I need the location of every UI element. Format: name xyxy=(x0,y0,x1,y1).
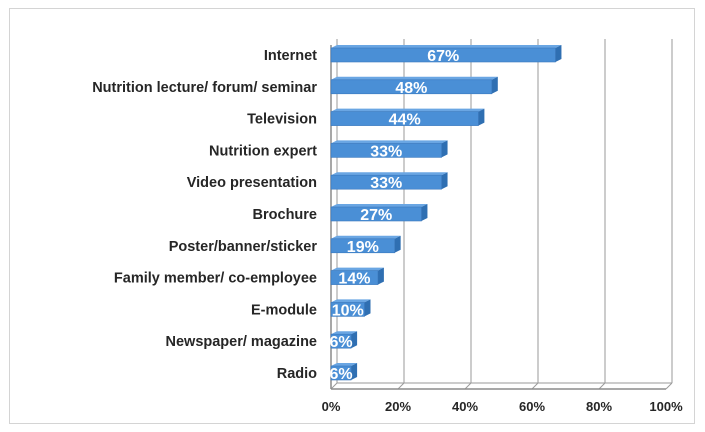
bar xyxy=(330,108,485,126)
bar-top-face xyxy=(331,363,358,366)
x-axis-tick-labels: 0% 20% 40% 60% 80% 100% xyxy=(322,399,683,414)
bar-top-face xyxy=(331,140,448,144)
bar-front-face xyxy=(330,143,442,158)
data-label: 44% xyxy=(389,112,421,129)
bar xyxy=(330,172,448,190)
bar-side-face xyxy=(555,45,562,62)
bar-front-face xyxy=(330,206,422,222)
bar xyxy=(330,76,498,95)
gridline-foot xyxy=(330,382,338,390)
bar-front-face xyxy=(330,238,395,254)
gridline-foot xyxy=(397,382,405,390)
bar-front-face xyxy=(330,333,352,349)
bars xyxy=(330,45,562,381)
data-label: 14% xyxy=(338,271,370,288)
bar-front-face xyxy=(330,302,365,317)
bar-top-face xyxy=(331,76,498,80)
bar-top-face xyxy=(331,299,371,303)
bar-top-face xyxy=(331,204,428,207)
bar-front-face xyxy=(330,79,493,95)
category-label: Brochure xyxy=(253,207,317,223)
bar xyxy=(330,235,401,254)
bar xyxy=(330,267,384,285)
bar-chart: Internet Nutrition lecture/ forum/ semina… xyxy=(92,39,683,414)
data-label: 6% xyxy=(329,334,352,351)
gridline-foot xyxy=(531,382,539,390)
data-label: 33% xyxy=(370,143,402,160)
bar-top-face xyxy=(331,331,358,335)
x-tick-label: 80% xyxy=(586,399,612,414)
gridline-foot xyxy=(598,382,606,390)
bar-side-face xyxy=(351,331,358,349)
x-tick-label: 0% xyxy=(322,399,341,414)
bar xyxy=(330,204,428,222)
bar-top-face xyxy=(331,45,562,48)
gridline-foot xyxy=(464,382,472,390)
data-label: 19% xyxy=(347,239,379,256)
bar-front-face xyxy=(330,47,556,63)
bar xyxy=(330,331,358,349)
bar-side-face xyxy=(478,108,485,126)
category-label: Newspaper/ magazine xyxy=(166,334,318,350)
category-label: E-module xyxy=(251,302,317,318)
bar-side-face xyxy=(377,267,384,285)
bar-front-face xyxy=(330,174,442,190)
x-tick-label: 20% xyxy=(385,399,411,414)
bar xyxy=(330,299,371,317)
data-label: 33% xyxy=(370,175,402,192)
bar-front-face xyxy=(330,111,479,126)
x-tick-label: 100% xyxy=(649,399,683,414)
data-label: 27% xyxy=(360,207,392,224)
bar xyxy=(330,140,448,158)
bar-front-face xyxy=(330,365,352,381)
data-label: 48% xyxy=(395,80,427,97)
category-label: Nutrition expert xyxy=(209,143,317,159)
x-tick-label: 40% xyxy=(452,399,478,414)
bar-side-face xyxy=(441,140,448,158)
bar-side-face xyxy=(364,299,371,317)
category-label: Video presentation xyxy=(187,175,317,191)
bar-side-face xyxy=(351,363,358,380)
category-label: Radio xyxy=(277,366,317,382)
bar-top-face xyxy=(331,235,401,239)
bar xyxy=(330,45,562,63)
bar-side-face xyxy=(421,204,428,221)
gridline-foot xyxy=(665,382,673,390)
data-label: 67% xyxy=(427,48,459,65)
category-label: Poster/banner/sticker xyxy=(169,239,318,255)
category-label: Nutrition lecture/ forum/ seminar xyxy=(92,80,317,96)
bar-side-face xyxy=(491,76,498,94)
bar-front-face xyxy=(330,270,379,285)
data-labels: 67%48% 44% 33% 33% 27% 19% 14% 10% 6% 6% xyxy=(329,48,459,383)
bar-side-face xyxy=(394,235,401,253)
bar-top-face xyxy=(331,108,485,112)
category-label: Family member/ co-employee xyxy=(114,271,317,287)
bar-top-face xyxy=(331,267,384,271)
chart-frame: Internet Nutrition lecture/ forum/ semina… xyxy=(9,8,695,424)
data-label: 6% xyxy=(329,366,352,383)
data-label: 10% xyxy=(332,302,364,319)
bar xyxy=(330,363,358,381)
category-label: Internet xyxy=(264,48,317,64)
bar-top-face xyxy=(331,172,448,176)
category-label: Television xyxy=(247,112,317,128)
category-labels: Internet Nutrition lecture/ forum/ semina… xyxy=(92,48,317,382)
x-tick-label: 60% xyxy=(519,399,545,414)
bar-side-face xyxy=(441,172,448,190)
